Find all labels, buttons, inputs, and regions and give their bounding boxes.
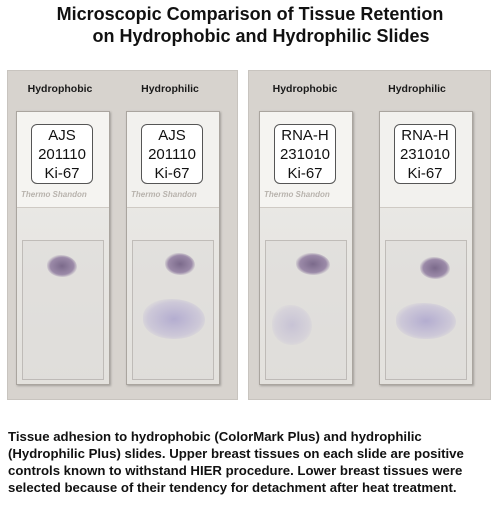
slide-type-label-hydrophobic: Hydrophobic — [272, 83, 338, 95]
title-line-2: on Hydrophobic and Hydrophilic Slides — [92, 26, 430, 46]
slide-label-id: RNA-H — [401, 127, 449, 144]
slide-type-label-hydrophobic: Hydrophobic — [27, 83, 93, 95]
slide-label: AJS 201110 Ki-67 — [31, 124, 93, 184]
slide-type-label-hydrophilic: Hydrophilic — [141, 83, 199, 95]
slide-label: RNA-H 231010 Ki-67 — [274, 124, 336, 184]
lower-tissue-section — [396, 303, 456, 339]
lower-tissue-section — [272, 305, 312, 345]
slide-brand: Thermo Shandon — [264, 190, 330, 199]
photo-panel-right: Hydrophobic Hydrophilic RNA-H 231010 Ki-… — [248, 70, 491, 400]
slide-label-id: RNA-H — [281, 127, 329, 144]
figure-title: Microscopic Comparison of Tissue Retenti… — [0, 3, 500, 47]
tissue-well — [385, 240, 467, 380]
slide-brand: Thermo Shandon — [21, 190, 87, 199]
slide-label: AJS 201110 Ki-67 — [141, 124, 203, 184]
tissue-well — [132, 240, 214, 380]
slide-label-id: AJS — [158, 127, 186, 144]
slide-label-marker: Ki-67 — [407, 165, 443, 182]
upper-tissue-section — [47, 255, 77, 277]
slide-label-id: AJS — [48, 127, 76, 144]
tissue-well — [22, 240, 104, 380]
slide-label-date: 231010 — [399, 146, 451, 163]
slide-hydrophobic-rna-h: RNA-H 231010 Ki-67 Thermo Shandon — [259, 111, 353, 385]
figure-caption: Tissue adhesion to hydrophobic (ColorMar… — [8, 429, 464, 495]
slide-hydrophobic-ajs: AJS 201110 Ki-67 Thermo Shandon — [16, 111, 110, 385]
upper-tissue-section — [165, 253, 195, 275]
slide-label-date: 201110 — [38, 146, 86, 163]
slide-label-date: 201110 — [148, 146, 196, 163]
slide-brand: Thermo Shandon — [131, 190, 197, 199]
slide-label-marker: Ki-67 — [287, 165, 323, 182]
slide-label-date: 231010 — [279, 146, 331, 163]
upper-tissue-section — [420, 257, 450, 279]
slide-hydrophilic-rna-h: RNA-H 231010 Ki-67 — [379, 111, 473, 385]
slide-type-label-hydrophilic: Hydrophilic — [388, 83, 446, 95]
upper-tissue-section — [296, 253, 330, 275]
slide-label: RNA-H 231010 Ki-67 — [394, 124, 456, 184]
photo-panel-left: Hydrophobic Hydrophilic AJS 201110 Ki-67… — [7, 70, 238, 400]
tissue-well — [265, 240, 347, 380]
slide-label-marker: Ki-67 — [154, 165, 190, 182]
lower-tissue-section — [143, 299, 205, 339]
slide-label-marker: Ki-67 — [44, 165, 80, 182]
slide-hydrophilic-ajs: AJS 201110 Ki-67 Thermo Shandon — [126, 111, 220, 385]
title-line-1: Microscopic Comparison of Tissue Retenti… — [56, 4, 444, 24]
